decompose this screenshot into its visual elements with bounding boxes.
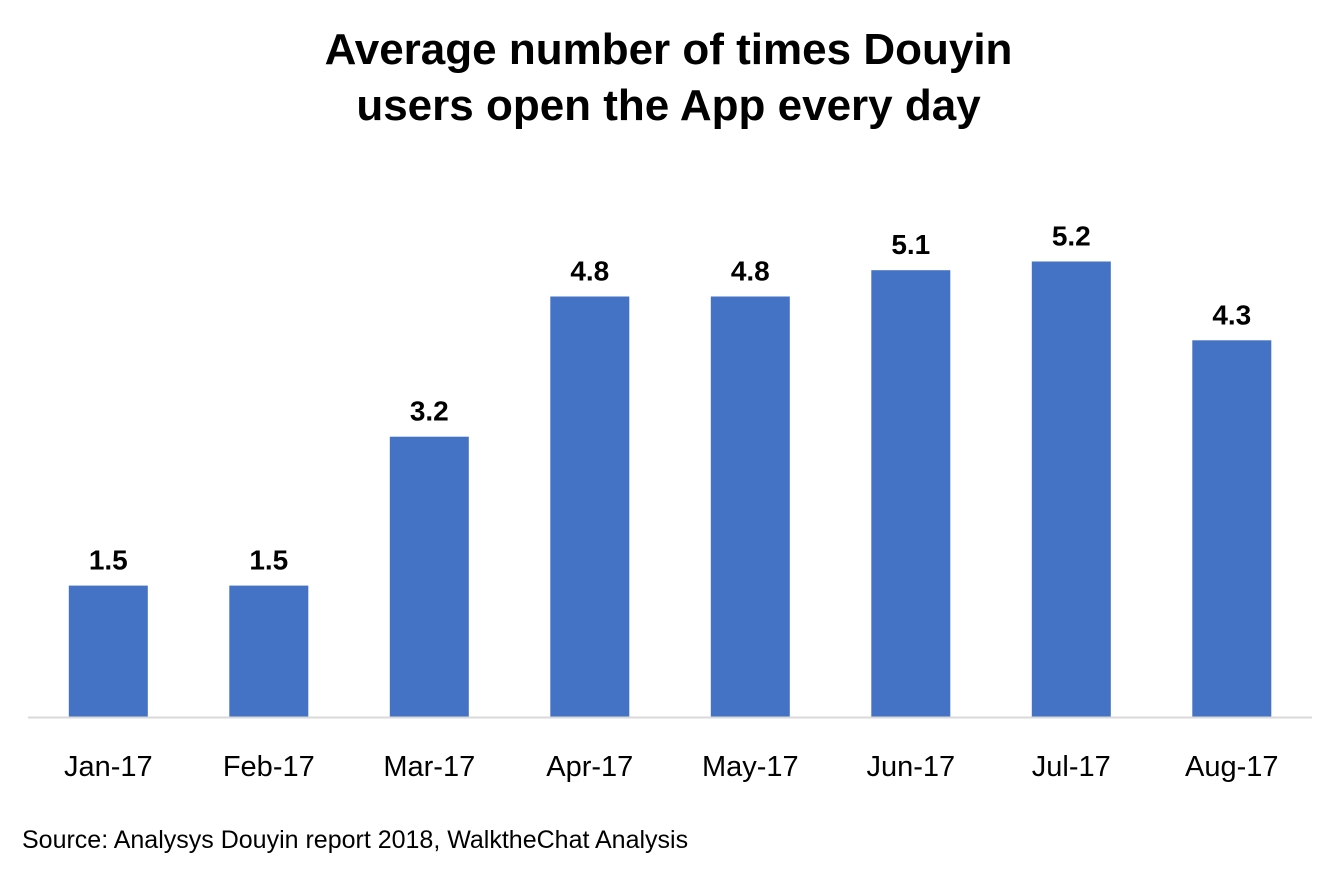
value-label-jul-17: 5.2: [1052, 221, 1091, 252]
value-label-feb-17: 1.5: [249, 545, 288, 576]
x-tick-label-apr-17: Apr-17: [546, 751, 633, 783]
x-tick-label-aug-17: Aug-17: [1185, 751, 1279, 783]
bar-jan-17: [68, 585, 148, 717]
x-tick-label-may-17: May-17: [702, 751, 799, 783]
value-label-may-17: 4.8: [731, 256, 770, 287]
bar-aug-17: [1192, 340, 1272, 717]
x-tick-label-jan-17: Jan-17: [64, 751, 153, 783]
chart-title: Average number of times Douyin users ope…: [0, 22, 1337, 134]
value-label-mar-17: 3.2: [410, 396, 449, 427]
chart-title-line-2: users open the App every day: [356, 81, 981, 130]
chart-title-line-1: Average number of times Douyin: [324, 25, 1013, 74]
value-label-aug-17: 4.3: [1212, 299, 1251, 330]
x-tick-labels-group: Jan-17 Feb-17 Mar-17 Apr-17 May-17 Jun-17 Jul-…: [64, 751, 1279, 783]
bar-jul-17: [1031, 261, 1111, 717]
value-label-jun-17: 5.1: [891, 229, 930, 260]
value-label-jan-17: 1.5: [89, 545, 128, 576]
x-tick-label-jul-17: Jul-17: [1032, 751, 1111, 783]
bar-feb-17: [229, 585, 309, 717]
value-label-apr-17: 4.8: [570, 256, 609, 287]
x-tick-label-mar-17: Mar-17: [383, 751, 475, 783]
source-note: Source: Analysys Douyin report 2018, Wal…: [22, 826, 689, 854]
x-tick-label-jun-17: Jun-17: [866, 751, 955, 783]
bars-group: [68, 261, 1272, 717]
bar-may-17: [710, 296, 790, 717]
value-labels-group: 1.5 1.5 3.2 4.8 4.8 5.1 5.2 4.3: [89, 221, 1251, 576]
x-tick-label-feb-17: Feb-17: [223, 751, 315, 783]
bar-mar-17: [389, 436, 469, 717]
bar-jun-17: [871, 270, 951, 717]
bar-apr-17: [550, 296, 630, 717]
